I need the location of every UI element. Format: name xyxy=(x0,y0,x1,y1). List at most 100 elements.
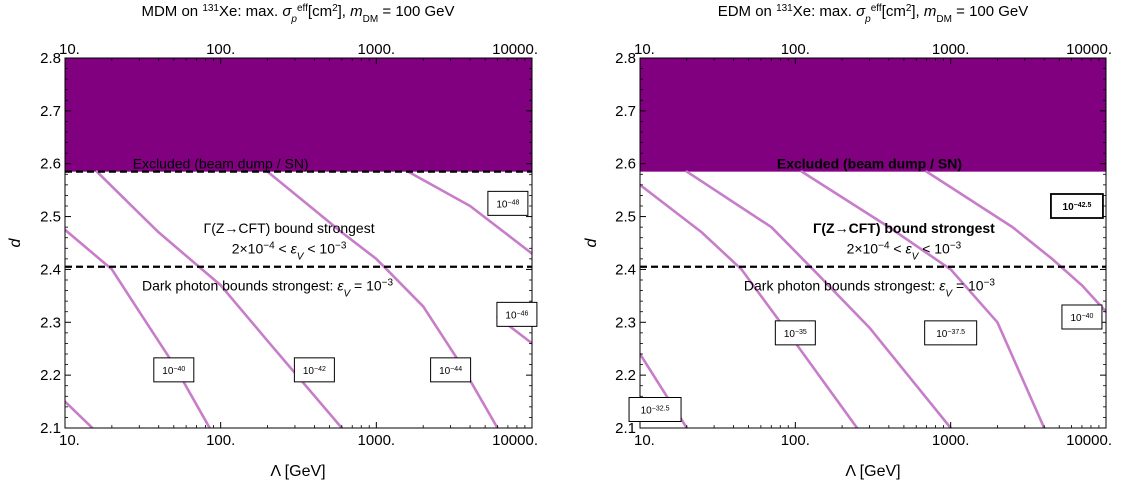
y-tick-label: 2.4 xyxy=(615,261,636,278)
y-tick-label: 2.8 xyxy=(40,50,61,67)
x-tick-label-bottom: 100. xyxy=(206,432,235,449)
contour-lines xyxy=(640,170,1106,428)
contour-label-text: 10−40 xyxy=(1070,313,1093,325)
contour-label: 10−42 xyxy=(293,357,335,383)
x-tick-label-bottom: 100. xyxy=(781,432,810,449)
y-tick-label: 2.7 xyxy=(40,103,61,120)
y-ticks: 2.1 2.2 2.3 2.4 2.5 2.6 2.7 2.8 xyxy=(615,50,1106,437)
contour-label-text: 10−44 xyxy=(439,365,462,377)
contour-line-4 xyxy=(800,170,1046,428)
y-tick-label: 2.1 xyxy=(615,420,636,437)
y-tick-label: 2.8 xyxy=(615,50,636,67)
contour-label-box xyxy=(628,397,682,422)
chart-title: MDM on 131Xe: max. σpeff[cm2], mDM = 100… xyxy=(141,3,454,25)
y-tick-label: 2.6 xyxy=(40,156,61,173)
x-ticks-bottom: 10. 100. 1000. 10000. xyxy=(634,422,1112,449)
contour-label-box xyxy=(496,301,538,327)
contour-label-text: 10−46 xyxy=(505,310,528,322)
contour-label: 10−37.5 xyxy=(924,320,978,346)
contour-label: 10−44 xyxy=(430,357,472,383)
excluded-label: Excluded (beam dump / SN) xyxy=(777,156,962,172)
x-ticks-top: 10. 100. 1000. 10000. xyxy=(59,41,538,64)
y-tick-label: 2.5 xyxy=(615,209,636,226)
y-tick-label: 2.4 xyxy=(40,261,61,278)
y-tick-label: 2.5 xyxy=(40,209,61,226)
annotation-zcft: Γ(Z→CFT) bound strongest xyxy=(204,220,375,236)
boundary-lines xyxy=(65,170,532,268)
contour-label: 10−40 xyxy=(153,357,195,383)
x-tick-label-bottom: 1000. xyxy=(358,432,396,449)
x-tick-label-top: 1000. xyxy=(932,41,970,58)
x-tick-label-bottom: 10. xyxy=(634,432,655,449)
y-tick-label: 2.3 xyxy=(40,314,61,331)
contour-line-5 xyxy=(406,170,532,255)
x-tick-label-top: 100. xyxy=(206,41,235,58)
x-tick-label-bottom: 10000. xyxy=(492,432,538,449)
contour-label: 10−35 xyxy=(774,320,816,346)
contour-label-box xyxy=(1061,304,1103,330)
plot-frame xyxy=(64,57,533,429)
contour-line-2 xyxy=(640,183,859,428)
contour-label-text: 10−35 xyxy=(784,328,807,340)
excluded-region-fill xyxy=(65,58,532,172)
contour-line-1 xyxy=(65,400,94,428)
y-tick-label: 2.7 xyxy=(615,103,636,120)
contour-label-text: 10−37.5 xyxy=(936,328,965,340)
y-tick-label: 2.2 xyxy=(615,367,636,384)
contour-label: 10−46 xyxy=(496,301,538,327)
contour-line-5 xyxy=(925,170,1106,313)
contour-label-box xyxy=(924,320,978,346)
contour-label: 10−42.5 xyxy=(1050,193,1104,219)
x-tick-label-bottom: 10. xyxy=(59,432,80,449)
contour-label: 10−40 xyxy=(1061,304,1103,330)
x-ticks-top: 10. 100. 1000. 10000. xyxy=(634,41,1112,64)
contour-label-box xyxy=(1050,193,1104,219)
chart-right: EDM on 131Xe: max. σpeff[cm2], mDM = 100… xyxy=(583,3,1112,481)
contour-label-box xyxy=(293,357,335,383)
y-axis-label: d xyxy=(7,237,24,247)
chart-title: EDM on 131Xe: max. σpeff[cm2], mDM = 100… xyxy=(718,3,1029,25)
contour-label-text: 10−32.5 xyxy=(641,405,670,417)
y-axis-label: d xyxy=(583,237,600,247)
x-tick-label-top: 10. xyxy=(634,41,655,58)
annotation-epsilon-range: 2×10−4 < εV < 10−3 xyxy=(847,240,962,262)
y-ticks: 2.1 2.2 2.3 2.4 2.5 2.6 2.7 2.8 xyxy=(40,50,532,437)
contour-label: 10−48 xyxy=(487,190,529,216)
annotation-zcft: Γ(Z→CFT) bound strongest xyxy=(813,220,995,236)
x-tick-label-bottom: 10000. xyxy=(1066,432,1112,449)
y-tick-label: 2.6 xyxy=(615,156,636,173)
excluded-region-fill xyxy=(640,58,1106,172)
contour-line-3 xyxy=(95,170,344,428)
contour-line-2 xyxy=(65,228,211,428)
x-axis-label: Λ [GeV] xyxy=(270,463,325,480)
contour-label: 10−32.5 xyxy=(628,397,682,422)
contour-label-box xyxy=(487,190,529,216)
x-tick-label-bottom: 1000. xyxy=(932,432,970,449)
contour-label-box xyxy=(774,320,816,346)
plot-frame xyxy=(639,57,1107,429)
x-ticks-bottom: 10. 100. 1000. 10000. xyxy=(59,422,538,449)
contour-label-text: 10−48 xyxy=(496,199,519,211)
contour-label-text: 10−40 xyxy=(162,365,185,377)
x-tick-label-top: 1000. xyxy=(358,41,396,58)
x-tick-label-top: 10000. xyxy=(1066,41,1112,58)
excluded-label: Excluded (beam dump / SN) xyxy=(133,156,309,172)
contour-line-3 xyxy=(685,170,952,428)
excluded-region xyxy=(640,58,1106,172)
contour-label-box xyxy=(153,357,195,383)
x-axis-label: Λ [GeV] xyxy=(845,463,900,480)
y-tick-label: 2.2 xyxy=(40,367,61,384)
x-tick-label-top: 100. xyxy=(781,41,810,58)
y-tick-label: 2.1 xyxy=(40,420,61,437)
x-tick-label-top: 10000. xyxy=(492,41,538,58)
x-tick-label-top: 10. xyxy=(59,41,80,58)
excluded-region xyxy=(65,58,532,172)
y-tick-label: 2.3 xyxy=(615,314,636,331)
chart-left: MDM on 131Xe: max. σpeff[cm2], mDM = 100… xyxy=(7,3,538,481)
annotation-dark-photon: Dark photon bounds strongest: εV = 10−3 xyxy=(142,277,394,299)
contour-labels: 10−40 10−42 10−44 10−46 10−48 xyxy=(153,190,538,383)
contour-label-text: 10−42 xyxy=(303,365,326,377)
annotation-epsilon-range: 2×10−4 < εV < 10−3 xyxy=(232,240,347,262)
annotation-dark-photon: Dark photon bounds strongest: εV = 10−3 xyxy=(744,277,996,299)
